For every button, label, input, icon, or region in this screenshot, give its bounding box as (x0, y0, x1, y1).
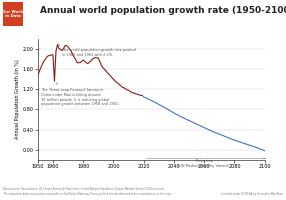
Y-axis label: Annual Population Growth (in %): Annual Population Growth (in %) (15, 60, 20, 139)
Text: Licensed under CC-BY-SA by the author Max Roser: Licensed under CC-BY-SA by the author Ma… (221, 192, 283, 196)
Text: Data sources: Observations: US Census Bureau & Projections: United Nations Popul: Data sources: Observations: US Census Bu… (3, 187, 172, 196)
Text: Our World
in Data: Our World in Data (2, 10, 24, 18)
Text: The 'Great Leap Forward' famine in
China under Mao is killing around
30 million : The 'Great Leap Forward' famine in China… (41, 83, 119, 106)
Text: Projection
(UN Medium Fertility Variant): Projection (UN Medium Fertility Variant) (178, 159, 230, 168)
Text: The world population growth rate peaked
in 1962 and 1963 with 2.2%.: The world population growth rate peaked … (58, 44, 136, 57)
Text: Annual world population growth rate (1950-2100): Annual world population growth rate (195… (40, 6, 286, 15)
